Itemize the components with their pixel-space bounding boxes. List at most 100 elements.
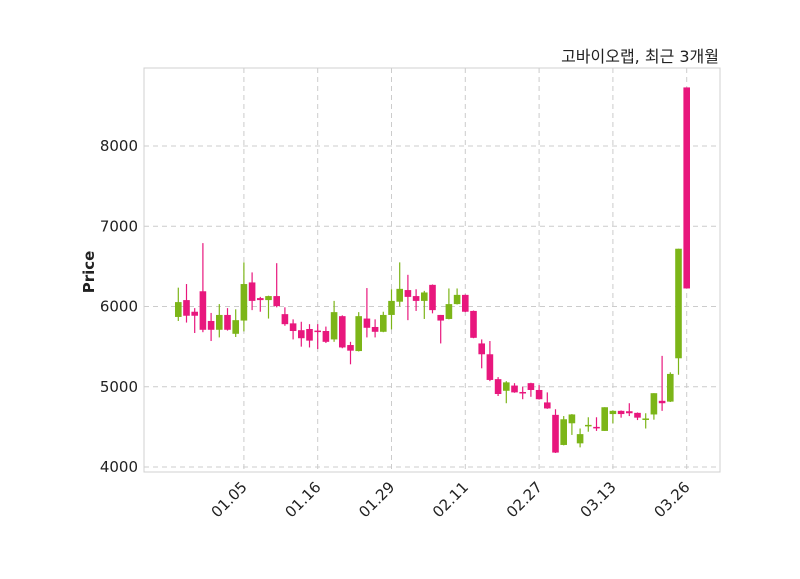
candle-down: [371, 319, 379, 338]
candle-body: [298, 330, 305, 339]
candle-body: [232, 320, 239, 334]
candle-down: [281, 307, 289, 326]
candle-up: [330, 300, 338, 342]
candle-up: [453, 288, 461, 305]
candle-body: [355, 316, 362, 352]
candle-body: [511, 385, 518, 393]
candle-body: [601, 407, 608, 431]
candle-down: [314, 324, 321, 350]
candle-up: [642, 413, 649, 429]
candle-body: [494, 379, 502, 394]
candle-down: [322, 326, 330, 344]
candle-body: [658, 400, 666, 404]
candle-body: [281, 314, 289, 325]
candle-body: [650, 393, 658, 415]
candle-down: [437, 314, 444, 344]
candle-down: [412, 289, 420, 311]
x-axis: 01.05 01.16 01.29 02.11 02.27 03.13 03.26: [208, 478, 694, 521]
candle-up: [560, 416, 567, 446]
candle-up: [609, 410, 617, 424]
candle-down: [634, 412, 641, 421]
y-tick-label: 7000: [100, 217, 138, 235]
candle-body: [175, 302, 182, 317]
candle-down: [224, 308, 231, 331]
candle-body: [322, 330, 330, 342]
candle-down: [683, 87, 690, 289]
candle-down: [257, 296, 264, 312]
candle-up: [585, 417, 592, 432]
candle-up: [175, 287, 182, 321]
candle-body: [445, 304, 453, 319]
candle-body: [380, 314, 387, 332]
candle-body: [519, 391, 526, 394]
candle-body: [183, 300, 190, 316]
grid: [144, 68, 720, 472]
x-tick-label: 02.27: [503, 478, 546, 521]
candle-down: [617, 410, 625, 418]
candle-down: [494, 377, 502, 396]
candle-down: [339, 315, 346, 349]
candle-down: [207, 312, 215, 342]
candle-down: [306, 324, 313, 348]
candle-body: [265, 296, 272, 301]
candle-body: [371, 326, 379, 332]
candle-down: [511, 383, 518, 393]
candle-body: [617, 410, 625, 415]
candle-body: [560, 419, 567, 445]
x-tick-label: 02.11: [429, 478, 472, 521]
candle-body: [683, 87, 690, 289]
candle-down: [552, 409, 559, 453]
candle-down: [593, 417, 600, 431]
candle-body: [273, 296, 280, 307]
chart-title: 고바이오랩, 최근 3개월: [561, 47, 719, 66]
candle-up: [216, 304, 223, 338]
candle-down: [298, 321, 305, 347]
candle-body: [609, 410, 617, 415]
candle-body: [503, 382, 510, 391]
candle-up: [667, 372, 674, 403]
candle-down: [658, 355, 666, 411]
candle-body: [388, 300, 395, 315]
candle-body: [224, 314, 231, 330]
candle-body: [306, 328, 313, 341]
candle-body: [486, 354, 494, 380]
x-tick-label: 01.16: [281, 478, 324, 521]
candle-body: [363, 318, 371, 328]
candle-body: [642, 418, 649, 420]
candle-up: [355, 312, 362, 352]
candle-body: [347, 345, 354, 351]
candle-up: [421, 290, 428, 319]
candle-body: [576, 434, 584, 444]
candle-body: [593, 426, 600, 429]
candle-body: [191, 311, 198, 316]
candle-body: [568, 414, 576, 424]
candle-body: [207, 320, 215, 330]
candle-up: [265, 295, 272, 319]
candle-down: [478, 339, 485, 369]
candle-body: [429, 284, 436, 311]
candle-body: [675, 248, 682, 359]
x-tick-label: 01.29: [355, 478, 398, 521]
candle-body: [552, 414, 559, 453]
y-tick-label: 5000: [100, 378, 138, 396]
candle-down: [273, 263, 280, 308]
candle-body: [404, 290, 412, 297]
candles: [175, 87, 690, 453]
candle-up: [240, 262, 248, 332]
candle-up: [650, 393, 658, 420]
y-tick-label: 8000: [100, 137, 138, 155]
candle-body: [626, 411, 633, 414]
candle-up: [568, 414, 576, 435]
y-tick-label: 6000: [100, 298, 138, 316]
candle-body: [396, 288, 403, 302]
candle-down: [535, 385, 543, 400]
candle-body: [330, 312, 338, 340]
y-axis: 4000 5000 6000 7000 8000: [100, 137, 138, 476]
candle-body: [667, 373, 674, 402]
x-tick-label: 03.13: [577, 478, 620, 521]
candle-up: [396, 262, 403, 307]
candle-down: [363, 288, 371, 338]
candle-body: [544, 402, 551, 409]
candle-body: [216, 314, 223, 330]
candle-body: [478, 343, 485, 355]
